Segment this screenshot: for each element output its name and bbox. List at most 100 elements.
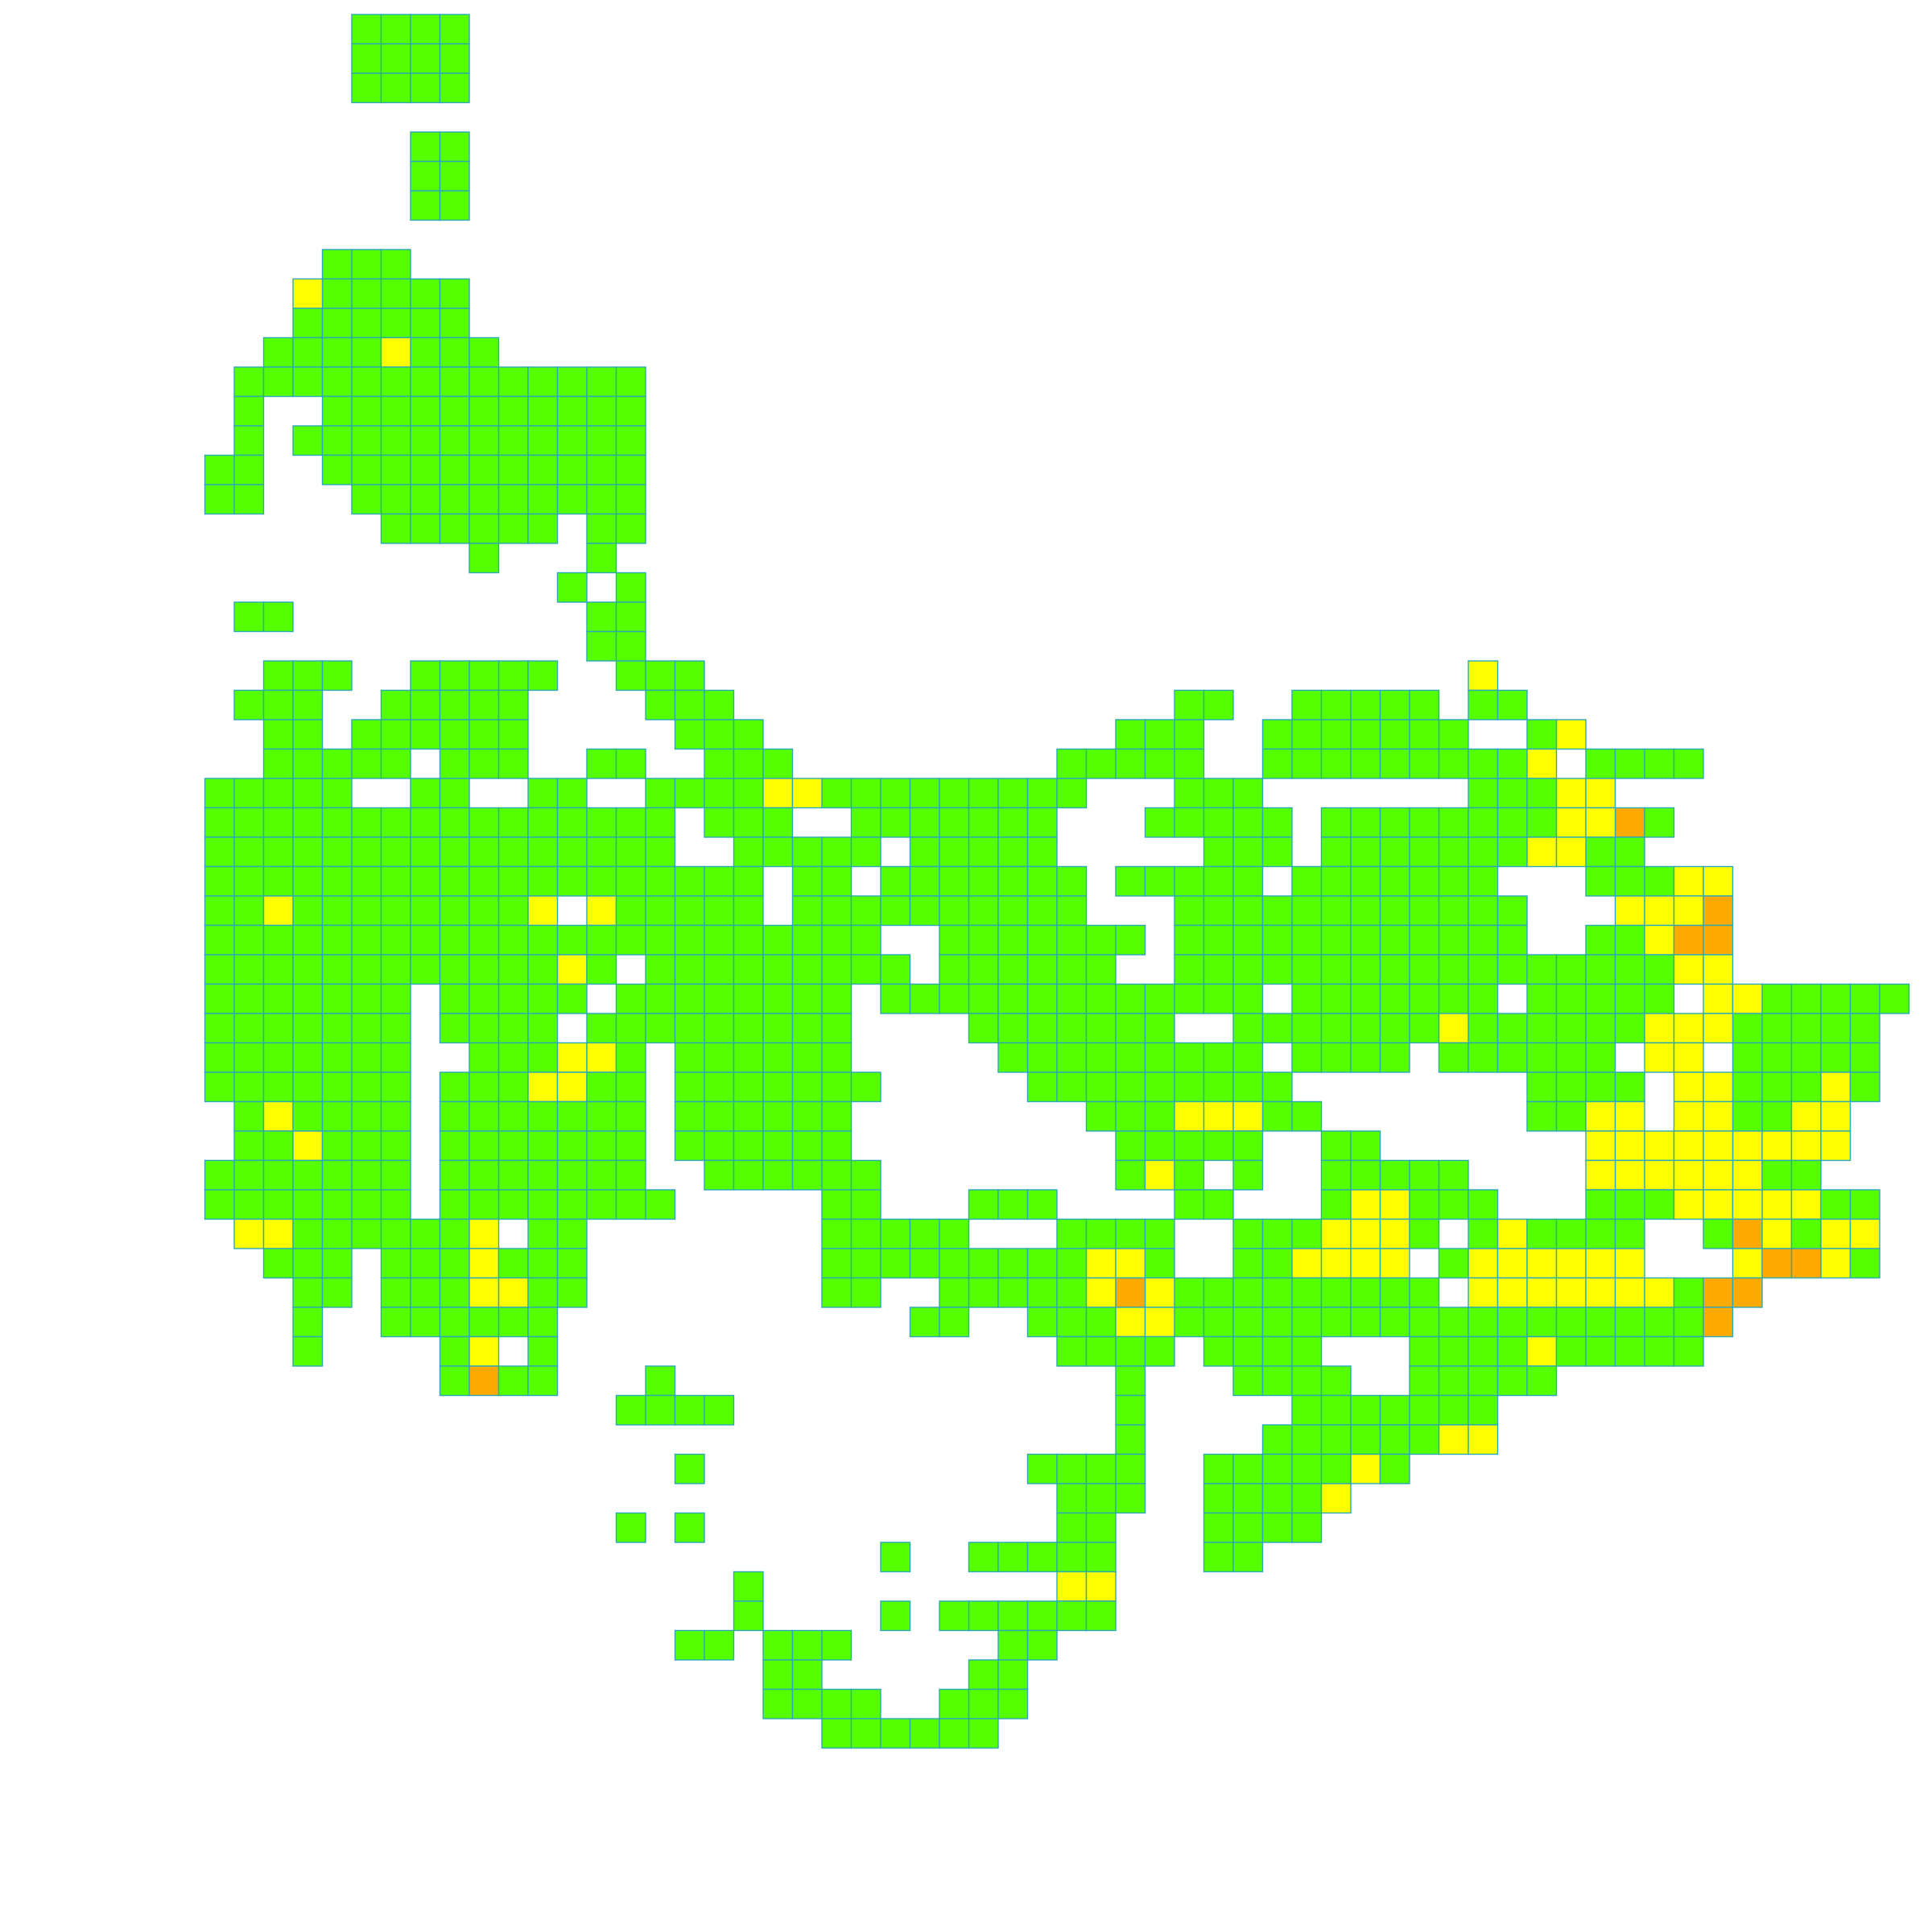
grid-cell-low <box>410 43 441 74</box>
grid-cell-low <box>410 454 441 485</box>
grid-cell-low <box>262 836 294 868</box>
grid-cell-low <box>997 924 1029 956</box>
grid-cell-low <box>1174 1159 1205 1191</box>
grid-cell-low <box>997 1013 1029 1044</box>
grid-cell-low <box>939 895 970 927</box>
grid-cell-low <box>1468 836 1499 868</box>
grid-cell-low <box>321 1159 353 1191</box>
grid-cell-medium <box>1496 1248 1528 1279</box>
grid-cell-low <box>939 1248 970 1279</box>
grid-cell-low <box>497 748 529 779</box>
grid-cell-low <box>262 1013 294 1044</box>
grid-cell-low <box>1379 1277 1410 1308</box>
grid-cell-low <box>380 1071 411 1103</box>
grid-cell-low <box>1261 1365 1293 1397</box>
grid-cell-low <box>469 1159 500 1191</box>
grid-cell-low <box>1261 1483 1293 1514</box>
grid-cell-low <box>1026 983 1058 1014</box>
grid-cell-low <box>1496 1365 1528 1397</box>
grid-cell-medium <box>1673 1189 1704 1220</box>
grid-cell-low <box>351 249 382 280</box>
grid-cell-low <box>410 1218 441 1249</box>
grid-cell-low <box>380 1277 411 1308</box>
grid-cell-medium <box>1820 1071 1852 1103</box>
grid-cell-low <box>968 1659 999 1690</box>
grid-cell-low <box>292 336 324 368</box>
grid-cell-low <box>233 1071 265 1103</box>
grid-cell-low <box>1144 807 1175 838</box>
grid-cell-medium <box>1585 1130 1616 1162</box>
grid-cell-low <box>1174 1042 1205 1073</box>
grid-cell-low <box>821 1130 852 1162</box>
grid-cell-low <box>1115 1130 1146 1162</box>
grid-cell-low <box>1144 1100 1175 1132</box>
grid-cell-low <box>1115 924 1146 956</box>
grid-cell-low <box>410 778 441 809</box>
grid-cell-low <box>997 954 1029 985</box>
grid-cell-low <box>469 748 500 779</box>
grid-cell-medium <box>1468 660 1499 691</box>
grid-cell-low <box>791 1130 823 1162</box>
grid-cell-low <box>704 895 735 927</box>
grid-cell-low <box>733 1571 764 1602</box>
grid-cell-low <box>262 1071 294 1103</box>
grid-cell-low <box>1232 1159 1264 1191</box>
grid-cell-low <box>850 1277 881 1308</box>
grid-cell-low <box>1056 954 1088 985</box>
grid-cell-low <box>1790 1013 1822 1044</box>
grid-cell-low <box>1056 1483 1088 1514</box>
grid-cell-medium <box>1585 1100 1616 1132</box>
grid-cell-low <box>439 689 470 720</box>
grid-cell-low <box>1526 1307 1558 1338</box>
grid-cell-low <box>292 1159 324 1191</box>
grid-cell-low <box>762 1071 794 1103</box>
grid-cell-low <box>1174 924 1205 956</box>
grid-cell-low <box>1585 1042 1616 1073</box>
grid-cell-low <box>939 778 970 809</box>
grid-cell-low <box>586 836 617 868</box>
grid-cell-low <box>321 425 353 456</box>
grid-cell-low <box>821 1159 852 1191</box>
grid-cell-low <box>762 924 794 956</box>
grid-cell-low <box>233 366 265 398</box>
grid-cell-low <box>1085 1307 1117 1338</box>
grid-cell-medium <box>262 895 294 927</box>
grid-cell-low <box>1174 719 1205 750</box>
grid-cell-low <box>439 308 470 339</box>
grid-cell-low <box>939 1688 970 1719</box>
grid-cell-low <box>674 1130 705 1162</box>
grid-cell-low <box>292 983 324 1014</box>
grid-cell-low <box>527 1365 559 1397</box>
grid-cell-low <box>939 983 970 1014</box>
grid-cell-low <box>556 836 588 868</box>
grid-cell-medium <box>1320 1483 1352 1514</box>
grid-cell-low <box>380 1218 411 1249</box>
grid-cell-low <box>1115 1365 1146 1397</box>
grid-cell-low <box>351 278 382 309</box>
grid-cell-low <box>497 660 529 691</box>
grid-cell-medium <box>1056 1571 1088 1602</box>
grid-cell-low <box>968 1248 999 1279</box>
grid-cell-low <box>1026 865 1058 897</box>
grid-cell-low <box>410 836 441 868</box>
grid-cell-low <box>469 924 500 956</box>
grid-cell-low <box>1644 1307 1675 1338</box>
grid-cell-medium <box>497 1277 529 1308</box>
grid-cell-low <box>1174 954 1205 985</box>
grid-cell-low <box>1438 1159 1469 1191</box>
grid-cell-low <box>527 660 559 691</box>
grid-cell-medium <box>1703 1189 1734 1220</box>
grid-cell-low <box>645 660 676 691</box>
grid-cell-low <box>674 895 705 927</box>
grid-cell-low <box>1026 1071 1058 1103</box>
grid-cell-low <box>1261 807 1293 838</box>
grid-cell-low <box>674 719 705 750</box>
grid-cell-low <box>615 660 646 691</box>
grid-cell-low <box>439 1130 470 1162</box>
grid-cell-low <box>1379 689 1410 720</box>
grid-cell-low <box>497 366 529 398</box>
grid-cell-low <box>1350 1307 1381 1338</box>
grid-cell-high <box>1703 924 1734 956</box>
grid-cell-low <box>791 1100 823 1132</box>
grid-cell-medium <box>1555 1248 1587 1279</box>
